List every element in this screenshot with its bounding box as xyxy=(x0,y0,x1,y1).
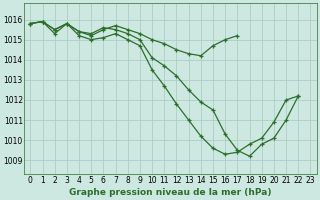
X-axis label: Graphe pression niveau de la mer (hPa): Graphe pression niveau de la mer (hPa) xyxy=(69,188,272,197)
